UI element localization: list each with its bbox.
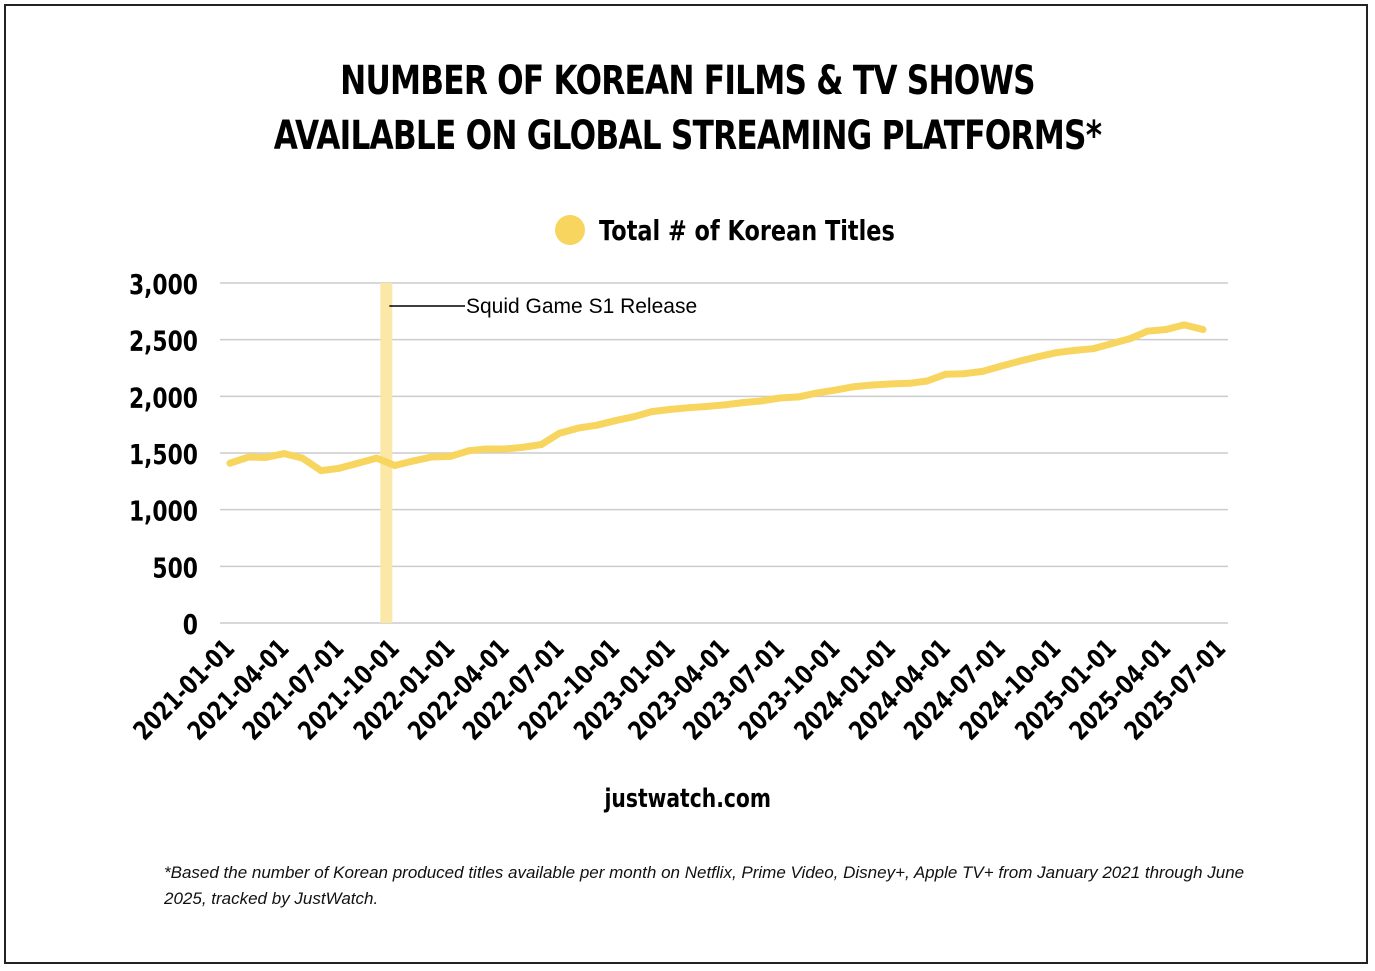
data-point [997, 362, 1005, 370]
data-point [1052, 349, 1060, 357]
data-point [245, 453, 253, 461]
y-tick-label: 1,000 [129, 495, 198, 527]
data-point [373, 454, 381, 462]
data-point [335, 464, 343, 472]
series-line [226, 321, 1207, 475]
data-point [391, 461, 399, 469]
y-tick-label: 2,500 [129, 325, 198, 357]
data-point [721, 401, 729, 409]
source-link[interactable]: justwatch.com [0, 784, 1375, 814]
data-point [758, 397, 766, 405]
data-point [648, 408, 656, 416]
data-point [428, 453, 436, 461]
data-point [226, 459, 234, 467]
data-point [1015, 357, 1023, 365]
data-point [850, 383, 858, 391]
data-point [1034, 353, 1042, 361]
y-tick-label: 500 [152, 552, 198, 584]
data-point [556, 429, 564, 437]
y-tick-label: 2,000 [129, 382, 198, 414]
data-point [1108, 340, 1116, 348]
y-tick-label: 0 [183, 608, 198, 640]
release-marker-band [380, 283, 393, 623]
data-point [354, 459, 362, 467]
data-point [1143, 327, 1151, 335]
legend-swatch [555, 215, 585, 245]
data-point [409, 457, 417, 465]
data-point [960, 370, 968, 378]
data-point [317, 467, 325, 475]
data-point [702, 403, 710, 411]
data-point [262, 454, 270, 462]
data-point [1126, 335, 1134, 343]
data-point [795, 393, 803, 401]
data-point [979, 367, 987, 375]
chart-frame [4, 4, 1368, 964]
chart-title-line2: AVAILABLE ON GLOBAL STREAMING PLATFORMS* [273, 113, 1102, 159]
data-point [739, 399, 747, 407]
data-point [667, 405, 675, 413]
data-point [482, 445, 490, 453]
data-point [630, 413, 638, 421]
data-point [298, 454, 306, 462]
data-point [1071, 346, 1079, 354]
data-point [813, 389, 821, 397]
data-point [906, 379, 914, 387]
data-point [1089, 345, 1097, 353]
data-point [519, 443, 527, 451]
data-point [1180, 321, 1188, 329]
data-point [776, 394, 784, 402]
data-point [1162, 325, 1170, 333]
data-point [446, 452, 454, 460]
data-point [1199, 325, 1207, 333]
data-point [831, 386, 839, 394]
data-point [537, 441, 545, 448]
y-tick-label: 3,000 [129, 268, 198, 300]
legend-label: Total # of Korean Titles [599, 213, 895, 247]
data-point [923, 377, 931, 385]
data-point [501, 445, 509, 453]
data-point [611, 417, 619, 425]
data-point [685, 404, 693, 412]
source-label[interactable]: justwatch.com [604, 784, 771, 814]
data-point [574, 424, 582, 432]
data-point [868, 381, 876, 389]
data-point [942, 370, 950, 378]
chart-title-line1: NUMBER OF KOREAN FILMS & TV SHOWS [340, 58, 1036, 104]
y-tick-label: 1,500 [129, 438, 198, 470]
footnote: *Based the number of Korean produced tit… [164, 863, 1245, 908]
annotation-label: Squid Game S1 Release [466, 295, 697, 318]
legend: Total # of Korean Titles [555, 210, 969, 250]
data-point [465, 447, 473, 455]
data-point [593, 421, 601, 429]
data-point [887, 380, 895, 388]
data-point [280, 450, 288, 458]
